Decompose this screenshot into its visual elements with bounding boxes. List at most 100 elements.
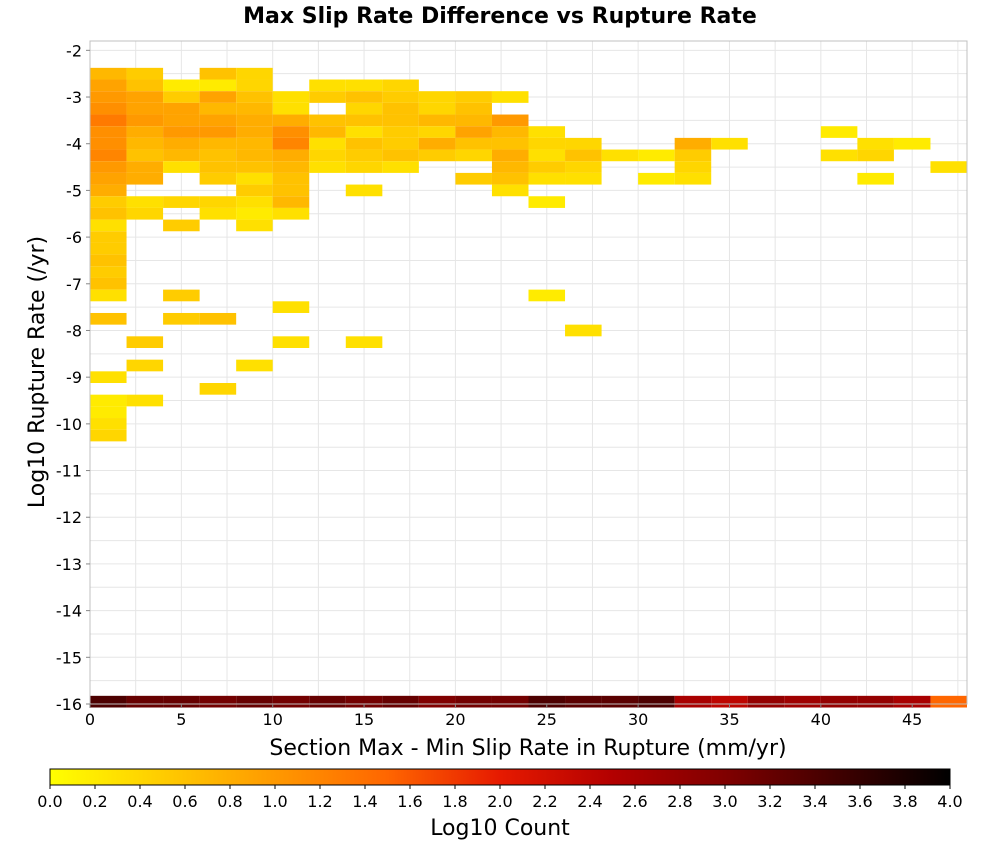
heatmap-cell xyxy=(163,196,200,208)
heatmap-cell xyxy=(455,149,492,162)
heatmap-cell xyxy=(163,102,200,115)
heatmap-cell xyxy=(236,149,273,162)
heatmap-cell xyxy=(236,359,273,372)
heatmap-cell xyxy=(126,137,164,150)
heatmap-cell xyxy=(90,79,127,92)
heatmap-cell xyxy=(90,371,127,384)
heatmap-cell xyxy=(272,114,310,127)
heatmap-cell xyxy=(90,406,127,419)
heatmap-cell xyxy=(455,102,492,115)
heatmap-cell xyxy=(528,126,566,138)
colorbar-tick-label: 1.8 xyxy=(442,792,467,811)
heatmap-cell xyxy=(199,149,237,162)
colorbar-tick-label: 0.6 xyxy=(172,792,197,811)
heatmap-cell xyxy=(199,102,237,115)
heatmap-cell xyxy=(126,126,164,138)
heatmap-cell xyxy=(674,137,712,150)
heatmap-cell xyxy=(857,149,894,162)
heatmap-cell xyxy=(565,161,602,173)
heatmap-cell xyxy=(345,149,383,162)
heatmap-cell xyxy=(236,207,273,220)
heatmap-cell xyxy=(90,394,127,407)
heatmap-cell xyxy=(309,91,346,103)
heatmap-cell xyxy=(565,172,602,185)
heatmap-cell xyxy=(126,695,164,708)
heatmap-cell xyxy=(345,91,383,103)
heatmap-cell xyxy=(90,695,127,708)
heatmap-cell xyxy=(601,695,639,708)
heatmap-cell xyxy=(90,207,127,220)
heatmap-cell xyxy=(345,114,383,127)
colorbar-ticks: 0.0 0.2 0.4 0.6 0.8 1.0 1.2 1.4 1.6 1.8 2.0 2.2 2.4 2… xyxy=(37,785,963,811)
heatmap-cell xyxy=(126,114,164,127)
heatmap-cell xyxy=(163,312,200,325)
heatmap-cell xyxy=(309,137,346,150)
heatmap-cell xyxy=(272,184,310,197)
heatmap-cell xyxy=(126,149,164,162)
heatmap-cell xyxy=(528,149,566,162)
heatmap-cell xyxy=(236,695,273,708)
heatmap-cell xyxy=(930,695,967,708)
x-tick-label: 5 xyxy=(176,710,186,729)
x-tick-label: 0 xyxy=(85,710,95,729)
heatmap-cell xyxy=(820,149,858,162)
heatmap-cell xyxy=(236,79,273,92)
heatmap-cell xyxy=(90,266,127,278)
heatmap-cell xyxy=(418,126,456,138)
heatmap-cell xyxy=(711,137,748,150)
x-tick-label: 25 xyxy=(537,710,557,729)
heatmap-cell xyxy=(163,161,200,173)
heatmap-cell xyxy=(236,219,273,232)
heatmap-cell xyxy=(272,137,310,150)
colorbar-tick-label: 0.4 xyxy=(127,792,152,811)
heatmap-cell xyxy=(382,114,419,127)
x-tick-label: 20 xyxy=(445,710,465,729)
heatmap-cell xyxy=(126,172,164,185)
heatmap-cell xyxy=(382,161,419,173)
heatmap-cell xyxy=(711,695,748,708)
heatmap-cell xyxy=(199,114,237,127)
heatmap-cell xyxy=(455,137,492,150)
heatmap-cell xyxy=(90,184,127,197)
heatmap-cell xyxy=(90,161,127,173)
x-tick-label: 10 xyxy=(263,710,283,729)
heatmap-cell xyxy=(565,324,602,337)
heatmap-cell xyxy=(90,242,127,255)
colorbar-tick-label: 1.2 xyxy=(307,792,332,811)
y-tick-label: -3 xyxy=(66,88,82,107)
heatmap-cell xyxy=(272,196,310,208)
heatmap-cell xyxy=(126,196,164,208)
colorbar-tick-label: 0.2 xyxy=(82,792,107,811)
heatmap-cell xyxy=(126,67,164,80)
heatmap-cell xyxy=(491,91,529,103)
heatmap-cell xyxy=(126,207,164,220)
heatmap-cell xyxy=(491,161,529,173)
heatmap-cell xyxy=(90,219,127,232)
heatmap-cell xyxy=(345,137,383,150)
heatmap-cell xyxy=(90,231,127,243)
heatmap-cell xyxy=(309,79,346,92)
y-axis-ticks: -2 -3 -4 -5 -6 -7 -8 -9 -10 -11 -12 -13 -14 -15 -16 xyxy=(56,41,90,714)
heatmap-cell xyxy=(893,695,931,708)
x-tick-label: 45 xyxy=(902,710,922,729)
heatmap-cell xyxy=(455,91,492,103)
heatmap-cell xyxy=(90,196,127,208)
heatmap-cells xyxy=(90,67,967,708)
heatmap-cell xyxy=(345,695,383,708)
heatmap-cell xyxy=(382,137,419,150)
heatmap-cell xyxy=(199,126,237,138)
heatmap-cell xyxy=(309,126,346,138)
heatmap-cell xyxy=(163,126,200,138)
heatmap-cell xyxy=(455,695,492,708)
heatmap-cell xyxy=(272,172,310,185)
heatmap-cell xyxy=(199,172,237,185)
heatmap-cell xyxy=(528,196,566,208)
heatmap-cell xyxy=(272,207,310,220)
y-tick-label: -10 xyxy=(56,415,82,434)
heatmap-cell xyxy=(199,312,237,325)
heatmap-cell xyxy=(491,137,529,150)
heatmap-cell xyxy=(491,126,529,138)
y-tick-label: -14 xyxy=(56,602,82,621)
heatmap-cell xyxy=(126,102,164,115)
heatmap-cell xyxy=(601,149,639,162)
